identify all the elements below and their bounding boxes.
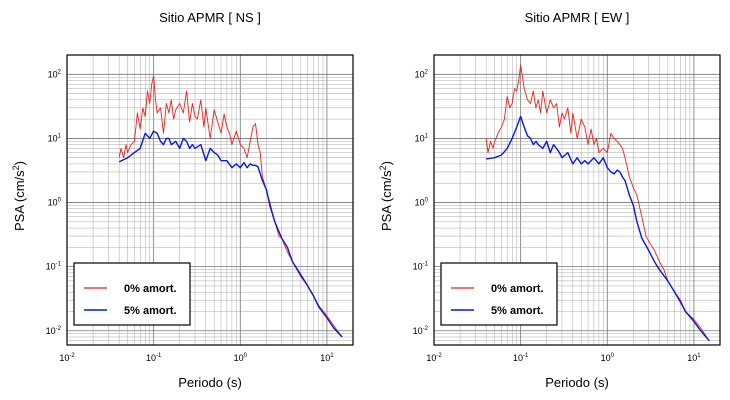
x-tick-label: 10-2: [426, 353, 442, 363]
x-tick-exp: -2: [69, 353, 75, 359]
x-tick-base: 10: [601, 353, 611, 363]
legend-box: [73, 262, 191, 326]
x-axis-label: Periodo (s): [178, 375, 242, 390]
y-tick-exp: 2: [58, 69, 62, 75]
x-tick-exp: -1: [156, 353, 162, 359]
grid-lines: [434, 55, 720, 345]
x-tick-label: 100: [601, 353, 615, 363]
x-tick-exp: -2: [436, 353, 442, 359]
series-line-amort-0: [118, 75, 343, 338]
x-axis-label: Periodo (s): [545, 375, 609, 390]
x-tick-base: 10: [146, 353, 156, 363]
x-tick-exp: 0: [611, 353, 615, 359]
y-tick-label: 100: [415, 198, 429, 208]
x-tick-label: 10-1: [513, 353, 529, 363]
series-layer: [485, 64, 710, 342]
legend: 0% amort. 5% amort.: [73, 262, 191, 326]
y-tick-exp: 0: [425, 198, 429, 204]
series-layer: [118, 75, 343, 338]
x-tick-label: 10-2: [59, 353, 75, 363]
x-tick-exp: -1: [523, 353, 529, 359]
x-tick-label: 100: [234, 353, 248, 363]
y-axis-label-base: PSA (cm/s: [379, 170, 394, 231]
plot-frame: [66, 54, 354, 346]
legend-label-0: 0% amort.: [124, 283, 177, 295]
x-tick-base: 10: [513, 353, 523, 363]
y-tick-label: 10-1: [46, 262, 62, 272]
x-tick-exp: 1: [697, 353, 701, 359]
y-tick-exp: 1: [58, 133, 62, 139]
y-tick-base: 10: [46, 326, 56, 336]
chart-title: Sitio APMR [ EW ]: [525, 10, 630, 25]
legend-box: [440, 262, 558, 326]
y-tick-base: 10: [46, 262, 56, 272]
y-tick-label: 102: [415, 69, 429, 79]
series-line-amort-5: [118, 130, 343, 338]
y-tick-exp: -1: [56, 262, 62, 268]
legend-label-1: 5% amort.: [124, 305, 177, 317]
y-tick-label: 101: [415, 133, 429, 143]
y-tick-exp: -1: [423, 262, 429, 268]
y-tick-label: 102: [48, 69, 62, 79]
y-tick-label: 10-2: [413, 326, 429, 336]
y-tick-base: 10: [48, 133, 58, 143]
y-tick-base: 10: [48, 198, 58, 208]
x-tick-base: 10: [59, 353, 69, 363]
series-line-amort-5: [486, 115, 710, 342]
x-tick-base: 10: [234, 353, 244, 363]
x-tick-base: 10: [687, 353, 697, 363]
x-tick-label: 101: [320, 353, 334, 363]
y-tick-base: 10: [48, 69, 58, 79]
y-tick-label: 101: [48, 133, 62, 143]
y-axis-label: PSA (cm/s2): [378, 161, 394, 231]
x-tick-exp: 0: [244, 353, 248, 359]
y-axis-label-close: ): [379, 161, 394, 165]
y-axis-label-close: ): [12, 161, 27, 165]
y-tick-exp: -2: [56, 326, 62, 332]
y-tick-label: 10-1: [413, 262, 429, 272]
chart-panel-ew: Sitio APMR [ EW ] 10-2 10-1 100 10110-210-1…: [378, 10, 721, 390]
y-tick-base: 10: [413, 326, 423, 336]
y-tick-base: 10: [413, 262, 423, 272]
y-tick-base: 10: [415, 69, 425, 79]
y-tick-label: 10-2: [46, 326, 62, 336]
y-axis-label-sup: 2: [11, 165, 21, 170]
x-tick-exp: 1: [330, 353, 334, 359]
x-tick-base: 10: [320, 353, 330, 363]
y-tick-exp: 1: [425, 133, 429, 139]
legend-label-1: 5% amort.: [491, 305, 544, 317]
y-tick-exp: -2: [423, 326, 429, 332]
y-tick-exp: 2: [425, 69, 429, 75]
x-tick-label: 101: [687, 353, 701, 363]
chart-panel-ns: Sitio APMR [ NS ] 10-2 10-1 100 10110-210-1…: [11, 10, 354, 390]
y-axis-label-base: PSA (cm/s: [12, 170, 27, 231]
legend-label-0: 0% amort.: [491, 283, 544, 295]
plot-frame: [433, 54, 721, 346]
y-tick-label: 100: [48, 198, 62, 208]
x-tick-base: 10: [426, 353, 436, 363]
y-axis-label-sup: 2: [378, 165, 388, 170]
y-tick-exp: 0: [58, 198, 62, 204]
y-tick-base: 10: [415, 133, 425, 143]
x-tick-label: 10-1: [146, 353, 162, 363]
chart-title: Sitio APMR [ NS ]: [159, 10, 261, 25]
y-axis-label: PSA (cm/s2): [11, 161, 27, 231]
y-tick-base: 10: [415, 198, 425, 208]
series-line-amort-0: [485, 64, 710, 341]
legend: 0% amort. 5% amort.: [440, 262, 558, 326]
